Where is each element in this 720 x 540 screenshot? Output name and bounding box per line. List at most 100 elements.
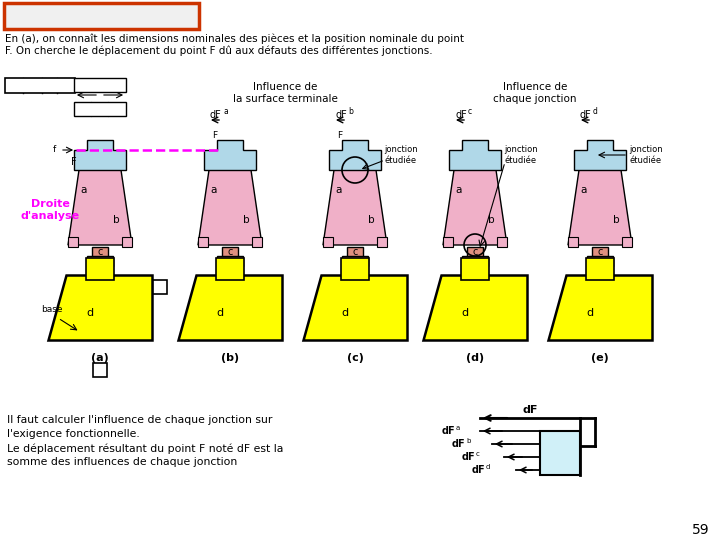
Bar	[198, 237, 208, 247]
Polygon shape	[449, 140, 501, 170]
Bar	[217, 256, 243, 266]
Text: F. On cherche le déplacement du point F dû aux défauts des différentes jonctions: F. On cherche le déplacement du point F …	[5, 46, 433, 57]
Bar	[462, 256, 488, 266]
Text: dF: dF	[580, 110, 592, 120]
Text: b: b	[96, 105, 102, 113]
Bar	[323, 237, 333, 247]
Text: a: a	[223, 107, 228, 117]
Bar	[497, 237, 507, 247]
Text: d: d	[341, 308, 348, 318]
Text: d: d	[586, 308, 593, 318]
Text: Le déplacement résultant du point F noté dF est la: Le déplacement résultant du point F noté…	[7, 443, 284, 454]
Text: CUMUL STATISTIQUE: CUMUL STATISTIQUE	[5, 7, 197, 25]
Text: (c): (c)	[346, 353, 364, 363]
Text: d: d	[486, 464, 490, 470]
Text: F: F	[71, 157, 77, 167]
Text: c: c	[472, 247, 477, 257]
Bar	[5, 78, 75, 93]
Bar	[216, 258, 244, 280]
Text: A: A	[46, 81, 53, 90]
Text: dF: dF	[462, 452, 476, 462]
Text: d: d	[114, 105, 120, 113]
Bar	[467, 247, 483, 275]
Bar	[540, 431, 580, 475]
Polygon shape	[568, 170, 632, 245]
Text: En (a), on connaît les dimensions nominales des pièces et la position nominale d: En (a), on connaît les dimensions nomina…	[5, 34, 464, 44]
Text: a: a	[336, 185, 342, 195]
Text: c: c	[352, 247, 358, 257]
Bar	[592, 247, 608, 275]
Polygon shape	[74, 140, 126, 170]
Text: b: b	[613, 215, 619, 225]
Bar	[341, 258, 369, 280]
Text: Influence de
la surface terminale: Influence de la surface terminale	[233, 82, 338, 104]
Text: dF: dF	[442, 426, 456, 436]
Text: c: c	[476, 451, 480, 457]
Text: c: c	[97, 247, 103, 257]
Text: dF: dF	[522, 405, 538, 415]
Polygon shape	[178, 275, 282, 340]
Bar	[222, 247, 238, 275]
Text: (d): (d)	[466, 353, 484, 363]
Text: F: F	[212, 131, 217, 139]
Text: dF: dF	[472, 465, 485, 475]
Text: a: a	[81, 185, 87, 195]
Text: dF: dF	[335, 110, 347, 120]
Bar	[92, 247, 108, 275]
Text: b: b	[466, 438, 470, 444]
Text: ⊕0.2: ⊕0.2	[5, 81, 23, 90]
Text: Droite
d'analyse: Droite d'analyse	[20, 199, 80, 221]
Text: b: b	[348, 107, 353, 117]
Text: c: c	[228, 247, 233, 257]
Text: Il faut calculer l'influence de chaque jonction sur: Il faut calculer l'influence de chaque j…	[7, 415, 272, 425]
Polygon shape	[443, 170, 507, 245]
Bar	[153, 280, 167, 294]
Polygon shape	[204, 140, 256, 170]
Bar	[347, 247, 363, 275]
Bar	[461, 258, 489, 280]
Text: b: b	[487, 215, 495, 225]
Text: (b): (b)	[221, 353, 239, 363]
Text: (a): (a)	[91, 353, 109, 363]
Text: c: c	[468, 107, 472, 117]
Polygon shape	[574, 140, 626, 170]
Text: c: c	[598, 247, 603, 257]
Text: dF: dF	[452, 439, 466, 449]
Polygon shape	[198, 170, 262, 245]
Text: jonction
étudiée: jonction étudiée	[504, 145, 538, 165]
Bar	[568, 237, 578, 247]
Polygon shape	[303, 275, 407, 340]
Text: jonction
étudiée: jonction étudiée	[629, 145, 663, 165]
Bar	[377, 237, 387, 247]
Text: Influence de
chaque jonction: Influence de chaque jonction	[493, 82, 577, 104]
Text: dF: dF	[455, 110, 467, 120]
Bar	[443, 237, 453, 247]
Bar	[586, 258, 614, 280]
Text: a: a	[456, 425, 460, 431]
Text: a: a	[79, 105, 84, 113]
Polygon shape	[329, 140, 381, 170]
Bar	[4, 3, 199, 29]
Bar	[87, 256, 113, 266]
Text: (e): (e)	[591, 353, 609, 363]
Text: a: a	[211, 185, 217, 195]
Polygon shape	[423, 275, 527, 340]
Text: jonction
étudiée: jonction étudiée	[384, 145, 418, 165]
Text: dF: dF	[210, 110, 222, 120]
Bar	[68, 237, 78, 247]
Bar	[587, 256, 613, 266]
Text: d: d	[462, 308, 469, 318]
Text: A: A	[96, 365, 104, 375]
Text: B: B	[156, 282, 163, 292]
Text: b: b	[368, 215, 374, 225]
Polygon shape	[323, 170, 387, 245]
Bar	[74, 78, 126, 92]
Text: 59: 59	[693, 523, 710, 537]
Text: d: d	[593, 107, 598, 117]
Polygon shape	[48, 275, 152, 340]
Text: a: a	[581, 185, 588, 195]
Text: f: f	[53, 145, 56, 154]
Text: base: base	[41, 306, 63, 314]
Text: b: b	[113, 215, 120, 225]
Bar	[342, 256, 368, 266]
